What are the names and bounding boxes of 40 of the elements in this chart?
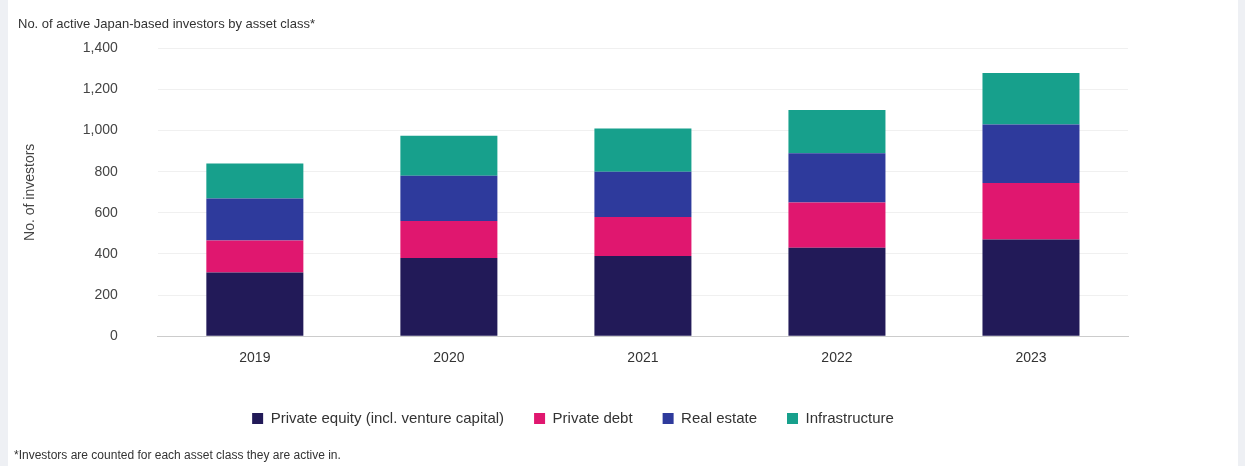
- legend-label: Private debt: [552, 408, 634, 426]
- x-tick-label: 2023: [1015, 349, 1047, 366]
- bar: [206, 240, 304, 273]
- bar: [788, 202, 886, 248]
- y-tick-label: 1,000: [82, 121, 119, 138]
- bar: [982, 124, 1080, 184]
- x-tick-label: 2021: [627, 349, 659, 366]
- bar: [206, 272, 304, 336]
- text: *Investors are counted for each asset class they are active in.: [14, 448, 341, 463]
- bar: [788, 153, 886, 203]
- bar: [206, 163, 304, 199]
- bar: [788, 247, 886, 336]
- legend-label: Private equity (incl. venture capital): [270, 408, 505, 426]
- x-tick-label: 2022: [821, 349, 853, 366]
- bar: [594, 256, 692, 336]
- bar: [400, 175, 498, 222]
- y-axis-title: No. of investors: [21, 143, 38, 241]
- legend-label: Infrastructure: [805, 408, 894, 426]
- x-tick-label: 2020: [433, 349, 465, 366]
- y-tick-label: 1,200: [82, 80, 119, 97]
- bar: [788, 110, 886, 154]
- y-tick-label: 400: [94, 244, 119, 261]
- bar: [400, 258, 498, 336]
- y-tick-label: 200: [94, 285, 119, 302]
- x-tick-label: 2019: [239, 349, 271, 366]
- y-tick-label: 1,400: [82, 39, 119, 56]
- legend-label: Real estate: [681, 408, 758, 426]
- bar: [594, 216, 692, 257]
- bar: [982, 183, 1080, 240]
- y-tick-label: 600: [94, 203, 119, 220]
- bar: [400, 221, 498, 259]
- bar: [206, 198, 304, 241]
- bar: [982, 239, 1080, 336]
- bar: [594, 128, 692, 172]
- chart-title: No. of active Japan-based investors by asset class*: [18, 16, 315, 32]
- bar: [982, 73, 1080, 125]
- bar: [400, 135, 498, 176]
- y-tick-label: 0: [110, 327, 119, 344]
- y-tick-label: 800: [94, 162, 119, 179]
- bar: [594, 171, 692, 217]
